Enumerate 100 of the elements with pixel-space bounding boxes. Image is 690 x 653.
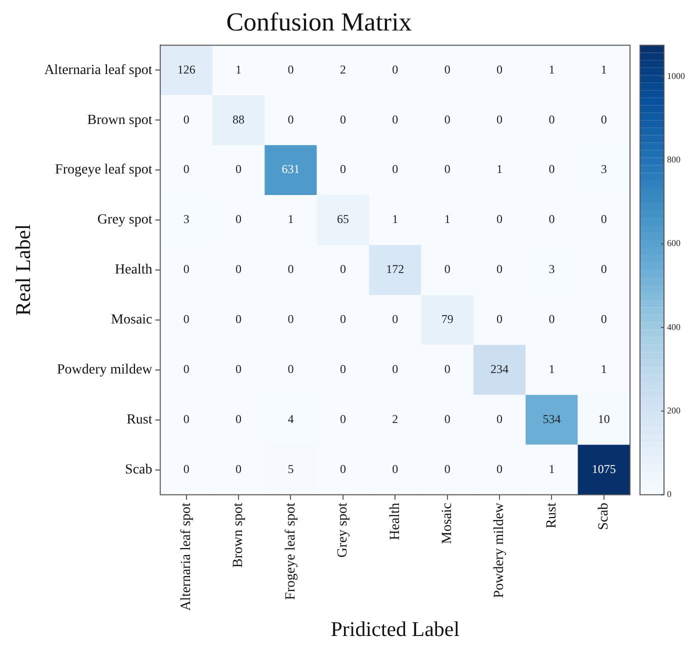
data-label: 3 — [183, 212, 190, 226]
data-label: 1075 — [592, 462, 616, 476]
data-label: 0 — [288, 262, 294, 276]
data-label: 0 — [183, 312, 190, 326]
data-label: 0 — [392, 162, 398, 176]
x-tick-label: Scab — [596, 502, 612, 530]
x-tick-label: Frogeye leaf spot — [283, 502, 298, 600]
data-label: 0 — [288, 362, 294, 376]
data-label: 5 — [288, 462, 294, 476]
data-label: 0 — [236, 212, 242, 226]
color-bar-label: 1000 — [667, 70, 686, 81]
data-label: 0 — [600, 112, 607, 126]
x-tick-label: Grey spot — [336, 502, 351, 558]
data-label: 0 — [548, 312, 555, 326]
data-label: 0 — [340, 162, 346, 176]
chart-title: Confusion Matrix — [226, 7, 412, 36]
data-label: 0 — [496, 62, 503, 76]
color-bar-label: 400 — [667, 322, 681, 332]
data-label: 0 — [340, 112, 346, 126]
x-tick-label: Powdery mildew — [492, 502, 508, 598]
data-label: 79 — [441, 312, 454, 326]
data-label: 0 — [236, 262, 242, 276]
data-label: 0 — [288, 112, 294, 126]
data-label: 65 — [336, 212, 349, 226]
x-tick-label: Brown spot — [231, 502, 246, 568]
data-label: 0 — [236, 362, 242, 376]
data-label: 0 — [183, 362, 190, 376]
data-label: 0 — [340, 312, 346, 326]
data-label: 0 — [444, 262, 450, 276]
data-label: 0 — [496, 312, 503, 326]
data-label: 0 — [236, 312, 242, 326]
data-label: 3 — [548, 262, 555, 276]
data-label: 1 — [548, 362, 555, 376]
color-bar-label: 200 — [667, 405, 681, 416]
y-tick-label: Powdery mildew — [56, 362, 154, 378]
data-label: 631 — [282, 162, 300, 176]
data-label: 0 — [236, 162, 242, 176]
y-tick-label: Grey spot — [97, 212, 152, 228]
data-label: 0 — [183, 412, 190, 426]
data-label: 88 — [232, 112, 245, 126]
data-label: 1 — [600, 62, 607, 76]
color-bar-label: 600 — [667, 238, 681, 248]
x-axis-title: Pridicted Label — [330, 616, 460, 641]
y-tick-label: Health — [114, 262, 152, 278]
data-label: 1 — [600, 362, 607, 376]
y-tick-label: Frogeye leaf spot — [55, 162, 152, 178]
data-label: 1 — [236, 62, 242, 76]
data-label: 0 — [496, 212, 503, 226]
data-label: 0 — [183, 112, 190, 126]
data-label: 0 — [444, 412, 450, 426]
data-label: 1 — [392, 212, 398, 226]
data-label: 1 — [496, 162, 503, 176]
data-label: 0 — [288, 312, 294, 326]
y-axis-title: Real Label — [11, 224, 36, 316]
data-label: 10 — [598, 412, 610, 426]
data-label: 2 — [340, 62, 346, 76]
data-label: 0 — [183, 162, 190, 176]
data-label: 534 — [542, 412, 561, 426]
data-label: 0 — [548, 212, 555, 226]
data-label: 0 — [340, 262, 346, 276]
data-label: 0 — [183, 462, 190, 476]
y-tick-label: Alternaria leaf spot — [44, 62, 152, 78]
y-tick-label: Mosaic — [111, 312, 152, 328]
data-label: 0 — [600, 212, 607, 226]
data-label: 234 — [490, 362, 509, 376]
data-label: 0 — [600, 312, 607, 326]
data-label: 1 — [288, 212, 294, 226]
data-label: 0 — [236, 412, 242, 426]
data-label: 0 — [548, 112, 555, 126]
data-label: 0 — [340, 362, 346, 376]
data-label: 0 — [183, 262, 190, 276]
data-label: 0 — [444, 162, 450, 176]
data-label: 0 — [392, 312, 398, 326]
data-label: 0 — [496, 462, 503, 476]
data-label: 0 — [444, 462, 450, 476]
data-label: 0 — [392, 62, 398, 76]
data-label: 1 — [548, 62, 555, 76]
color-bar-label: 0 — [667, 489, 672, 500]
data-label: 0 — [392, 362, 398, 376]
data-label: 172 — [386, 262, 404, 276]
y-tick-label: Brown spot — [87, 112, 152, 128]
data-label: 0 — [340, 462, 346, 476]
data-label: 3 — [600, 162, 607, 176]
x-tick-label: Rust — [544, 502, 560, 528]
data-label: 0 — [548, 162, 555, 176]
data-label: 0 — [600, 262, 607, 276]
data-label: 0 — [496, 112, 503, 126]
y-tick-label: Scab — [125, 462, 152, 478]
x-tick-label: Mosaic — [440, 502, 455, 544]
data-label: 0 — [444, 112, 450, 126]
x-tick-label: Health — [388, 502, 403, 540]
data-label: 0 — [392, 112, 398, 126]
y-tick-label: Rust — [126, 412, 152, 428]
data-label: 0 — [288, 62, 294, 76]
data-label: 0 — [236, 462, 242, 476]
data-label: 126 — [177, 62, 196, 76]
data-label: 0 — [496, 262, 503, 276]
data-label: 0 — [444, 362, 450, 376]
data-label: 1 — [444, 212, 450, 226]
color-bar-label: 800 — [667, 154, 681, 165]
